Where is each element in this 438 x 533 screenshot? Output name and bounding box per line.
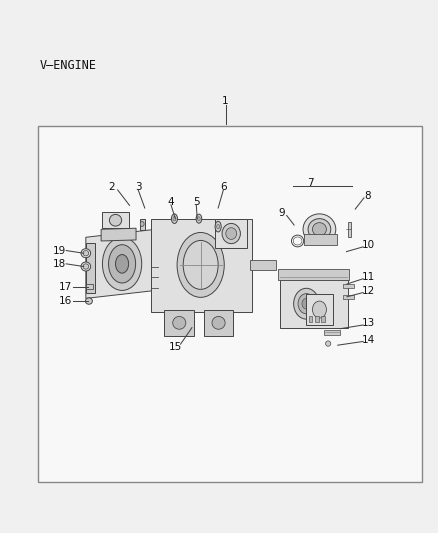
- Text: 7: 7: [307, 178, 314, 188]
- Bar: [304, 233, 337, 245]
- Ellipse shape: [173, 216, 176, 221]
- Ellipse shape: [173, 317, 186, 329]
- Ellipse shape: [171, 214, 177, 223]
- Ellipse shape: [83, 264, 88, 269]
- Text: V–ENGINE: V–ENGINE: [40, 59, 97, 72]
- Bar: [309, 317, 312, 322]
- Ellipse shape: [183, 240, 218, 289]
- Ellipse shape: [81, 249, 91, 258]
- Bar: [306, 294, 332, 325]
- Ellipse shape: [198, 217, 200, 221]
- Bar: [151, 219, 252, 312]
- Ellipse shape: [81, 262, 91, 271]
- Ellipse shape: [110, 214, 122, 226]
- Text: 10: 10: [362, 240, 375, 250]
- Bar: [140, 219, 145, 230]
- Bar: [215, 219, 247, 248]
- Bar: [204, 310, 233, 336]
- Text: 2: 2: [109, 182, 115, 192]
- Ellipse shape: [85, 298, 92, 304]
- Ellipse shape: [312, 223, 326, 236]
- Bar: [251, 260, 276, 270]
- Ellipse shape: [222, 223, 240, 244]
- Bar: [86, 284, 93, 289]
- Ellipse shape: [325, 341, 331, 346]
- Text: 14: 14: [362, 335, 375, 345]
- Bar: [278, 269, 349, 280]
- Bar: [343, 284, 354, 288]
- Bar: [280, 280, 348, 328]
- Ellipse shape: [177, 232, 224, 297]
- Bar: [348, 222, 351, 237]
- Text: 5: 5: [193, 197, 200, 207]
- Text: 13: 13: [362, 318, 375, 328]
- Text: 19: 19: [53, 246, 66, 255]
- Bar: [102, 212, 129, 228]
- Text: 6: 6: [220, 182, 227, 192]
- Bar: [321, 317, 325, 322]
- Ellipse shape: [226, 228, 237, 239]
- Text: 9: 9: [278, 208, 285, 219]
- Text: 11: 11: [362, 272, 375, 282]
- Ellipse shape: [312, 301, 326, 318]
- Ellipse shape: [217, 224, 219, 229]
- Text: 8: 8: [364, 191, 371, 201]
- Polygon shape: [86, 229, 155, 298]
- Polygon shape: [86, 243, 95, 293]
- Ellipse shape: [109, 245, 136, 283]
- Text: 12: 12: [362, 286, 375, 296]
- Bar: [343, 295, 354, 300]
- Ellipse shape: [303, 214, 336, 245]
- Ellipse shape: [293, 288, 319, 319]
- Text: 16: 16: [59, 296, 72, 306]
- Bar: [315, 317, 318, 322]
- Text: 4: 4: [168, 197, 174, 207]
- Text: 18: 18: [53, 259, 66, 269]
- Ellipse shape: [83, 251, 88, 256]
- Ellipse shape: [212, 317, 225, 329]
- Ellipse shape: [140, 222, 144, 227]
- Bar: [324, 330, 340, 335]
- Text: 3: 3: [135, 182, 141, 192]
- Bar: [38, 126, 422, 482]
- Text: 15: 15: [169, 342, 182, 352]
- Ellipse shape: [308, 219, 331, 240]
- Ellipse shape: [102, 237, 142, 290]
- Bar: [164, 310, 194, 336]
- Ellipse shape: [302, 298, 311, 309]
- Ellipse shape: [116, 255, 129, 273]
- Ellipse shape: [298, 294, 314, 314]
- Ellipse shape: [215, 221, 221, 232]
- Polygon shape: [101, 228, 136, 241]
- Text: 17: 17: [59, 282, 72, 292]
- Ellipse shape: [196, 214, 202, 223]
- Text: 1: 1: [222, 95, 229, 106]
